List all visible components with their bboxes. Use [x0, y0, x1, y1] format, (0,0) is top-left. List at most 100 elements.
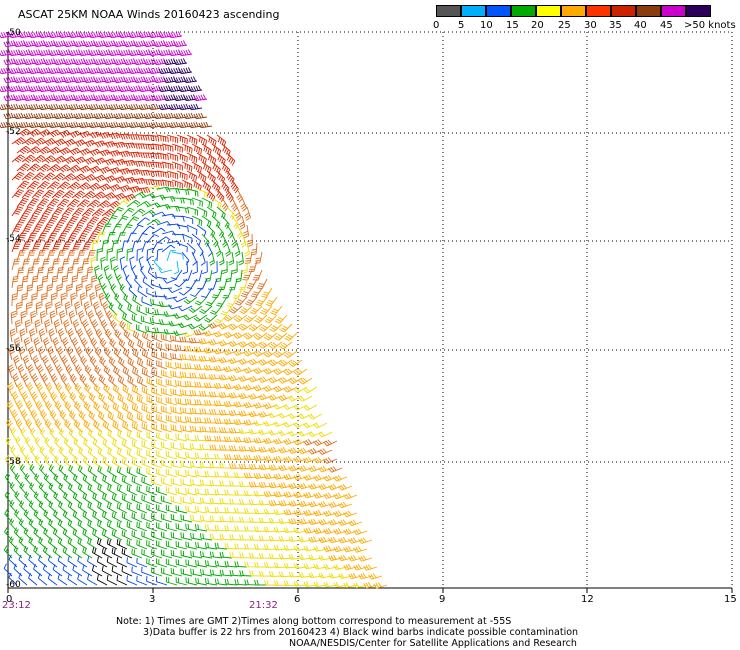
wind-barb	[263, 367, 278, 375]
wind-barb	[39, 310, 46, 325]
wind-barb	[66, 346, 74, 361]
wind-barb	[233, 419, 248, 426]
wind-barb	[68, 49, 83, 57]
lon-label: 3	[149, 594, 156, 605]
wind-barb	[101, 547, 113, 559]
wind-barb	[136, 187, 151, 194]
wind-barb	[263, 420, 278, 427]
wind-barb	[248, 446, 263, 453]
wind-barb	[234, 242, 241, 257]
wind-barb	[165, 468, 178, 478]
wind-barb	[73, 40, 88, 48]
legend-labels: 0 5 10 15 20 25 30 35 40 45 >50 knots	[0, 20, 740, 34]
wind-barb	[180, 568, 193, 577]
wind-barb	[313, 439, 328, 446]
wind-barb	[189, 407, 203, 415]
wind-barb	[156, 186, 171, 193]
wind-barb	[52, 564, 63, 577]
wind-barb	[191, 143, 203, 155]
wind-barb	[168, 320, 183, 327]
wind-barb	[141, 296, 153, 307]
wind-barb	[169, 335, 183, 343]
wind-barb	[141, 530, 153, 541]
wind-barb	[199, 479, 213, 487]
wind-barb	[88, 103, 103, 111]
wind-barb	[77, 537, 88, 550]
wind-barb	[158, 103, 173, 111]
wind-barb	[107, 393, 118, 406]
wind-barb	[31, 206, 44, 217]
lat-label: -58	[6, 457, 21, 467]
wind-barb	[184, 416, 198, 424]
wind-barb	[156, 170, 170, 178]
wind-barb	[308, 447, 323, 455]
wind-barb	[238, 323, 253, 331]
wind-barb	[35, 301, 42, 316]
wind-barb	[116, 232, 126, 244]
wind-barb	[158, 49, 173, 57]
wind-barb	[38, 67, 53, 75]
wind-barb	[288, 430, 303, 437]
wind-barb	[112, 420, 123, 433]
wind-barb	[263, 562, 278, 568]
wind-barb	[107, 411, 118, 424]
wind-barb	[263, 580, 278, 586]
wind-barb	[368, 573, 383, 580]
wind-barb	[8, 346, 16, 361]
wind-barb	[48, 328, 55, 343]
wind-barb	[31, 155, 46, 164]
wind-barb	[36, 129, 51, 138]
wind-barb	[92, 438, 103, 451]
wind-barb	[248, 375, 263, 383]
wind-barb	[248, 463, 263, 470]
wind-barb	[165, 558, 178, 568]
note-line: Note: 1) Times are GMT 2)Times along bot…	[116, 616, 512, 627]
wind-barb	[121, 240, 130, 253]
wind-barb	[243, 401, 258, 409]
legend-label: 25	[558, 20, 571, 31]
wind-barb	[8, 67, 23, 75]
wind-barb	[153, 76, 168, 84]
wind-barb	[263, 350, 278, 358]
wind-barb	[41, 241, 52, 253]
wind-barb	[171, 197, 185, 204]
wind-barb	[62, 564, 73, 577]
wind-barb	[116, 133, 131, 140]
wind-barb	[98, 67, 113, 75]
wind-barb	[238, 445, 253, 452]
wind-barb	[23, 40, 38, 48]
wind-barb	[348, 572, 363, 580]
wind-barb	[308, 413, 323, 420]
wind-barb	[204, 453, 218, 460]
wind-barb	[178, 305, 193, 312]
wind-barb	[30, 409, 38, 424]
wind-barb	[72, 492, 83, 505]
wind-barb	[273, 385, 288, 393]
wind-barb	[75, 364, 83, 379]
wind-barb	[253, 472, 268, 479]
wind-barb	[233, 401, 248, 408]
wind-barb	[16, 232, 27, 244]
wind-barb	[278, 359, 293, 367]
wind-barb	[78, 31, 93, 39]
wind-barb	[46, 146, 61, 155]
wind-barb	[65, 382, 73, 397]
wind-barb	[136, 358, 148, 370]
wind-barb	[128, 49, 143, 57]
wind-barb	[61, 173, 76, 182]
wind-barb	[113, 347, 123, 361]
legend-label: 35	[609, 20, 622, 31]
wind-barb	[88, 429, 98, 442]
wind-barb	[111, 141, 126, 149]
wind-barb	[185, 577, 198, 586]
wind-barb	[67, 501, 78, 514]
wind-barb	[58, 103, 73, 111]
wind-barb	[23, 76, 38, 84]
wind-barb	[23, 58, 38, 66]
wind-barb	[33, 564, 43, 577]
wind-barb	[185, 505, 198, 514]
wind-barb	[53, 319, 61, 334]
wind-barb	[323, 492, 338, 499]
wind-barb	[45, 301, 52, 316]
wind-barb	[67, 328, 74, 343]
